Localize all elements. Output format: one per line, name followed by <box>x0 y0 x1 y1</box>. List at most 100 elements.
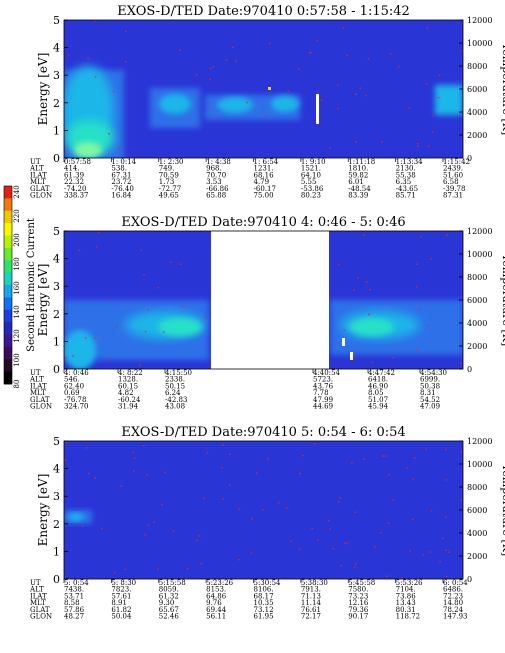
orbit-cell: 7913. <box>301 586 321 594</box>
speckle <box>144 330 147 333</box>
orbit-cell: 71.13 <box>301 592 321 600</box>
orbit-cell: 65.67 <box>159 606 179 614</box>
spectrogram-region <box>271 96 299 112</box>
speckle <box>398 65 400 68</box>
orbit-cell: 22.32 <box>64 178 84 186</box>
speckle <box>446 234 448 236</box>
speckle <box>392 499 394 501</box>
orbit-cell: 85.71 <box>396 192 416 200</box>
speckle <box>352 355 355 357</box>
y-tick-label: 3 <box>53 490 60 503</box>
speckle <box>337 107 339 110</box>
orbit-cell: 60.15 <box>118 382 138 390</box>
speckle <box>235 60 237 63</box>
speckle <box>68 54 70 56</box>
orbit-cell: 6418. <box>368 376 388 384</box>
speckle <box>342 27 344 29</box>
y-axis-label: Energy [eV] <box>36 264 50 337</box>
spectrogram-region <box>217 97 253 113</box>
speckle <box>329 528 331 530</box>
speckle <box>416 263 418 265</box>
speckle <box>222 444 224 446</box>
speckle <box>164 471 166 474</box>
speckle <box>302 454 304 457</box>
speckle <box>346 54 348 57</box>
speckle <box>139 364 141 367</box>
spectrogram-region <box>68 513 84 521</box>
orbit-cell: 65.88 <box>206 192 226 200</box>
speckle <box>238 559 240 561</box>
orbit-cell: 4: 0:46 <box>64 369 89 377</box>
y2-tick-label: 10000 <box>467 39 492 48</box>
orbit-cell: 13.43 <box>396 599 416 607</box>
colorbar-tick-label: 120 <box>13 329 21 342</box>
speckle <box>209 78 211 80</box>
speckle <box>147 524 150 526</box>
y-tick-label: 0 <box>53 573 60 586</box>
speckle <box>88 472 90 475</box>
orbit-cell: 538. <box>111 165 127 173</box>
orbit-cell: 7104. <box>396 586 416 594</box>
orbit-cell: 16.84 <box>111 192 132 200</box>
speckle <box>417 145 419 147</box>
speckle <box>108 133 110 135</box>
speckle <box>108 357 110 360</box>
orbit-cell: -39.78 <box>443 185 465 193</box>
speckle <box>422 554 424 556</box>
y2-tick-label: 12000 <box>467 227 492 236</box>
speckle <box>180 263 182 265</box>
y2-tick-label: 0 <box>467 575 472 584</box>
orbit-cell: 1810. <box>348 165 368 173</box>
noise-speckles <box>65 232 462 369</box>
orbit-cell: -60.17 <box>254 185 276 193</box>
orbit-cell: 73.23 <box>348 592 368 600</box>
colorbar-segment <box>4 235 12 249</box>
colorbar-segment <box>4 210 12 224</box>
orbit-cell: 72.17 <box>301 613 321 621</box>
y2-axis-label: Temperature [K] <box>500 254 505 346</box>
orbit-row-label: MLT <box>30 178 46 186</box>
orbit-cell: 43.08 <box>165 403 185 411</box>
chart-panel-1: EXOS-D/TED Date:970410 0:57:58 - 1:15:42… <box>29 4 505 200</box>
speckle <box>336 84 339 86</box>
y2-tick-label: 4000 <box>467 319 487 328</box>
orbit-cell: 14.80 <box>443 599 463 607</box>
orbit-cell: 8.05 <box>368 389 384 397</box>
orbit-cell: 546. <box>64 376 80 384</box>
orbit-cell: 8.58 <box>64 599 80 607</box>
y-tick-label: 1 <box>53 545 60 558</box>
y2-tick-label: 6000 <box>467 296 487 305</box>
speckle <box>427 145 430 147</box>
speckle <box>365 94 367 97</box>
y-tick-label: 1 <box>53 335 60 348</box>
speckle <box>204 316 206 319</box>
y2-axis-label: Temperature [K] <box>500 43 505 135</box>
speckle <box>285 507 288 509</box>
speckle <box>439 561 441 563</box>
orbit-cell: 7.78 <box>313 389 329 397</box>
speckle <box>386 575 388 577</box>
orbit-cell: 43.76 <box>313 382 334 390</box>
colorbar-tick-label: 200 <box>13 233 21 246</box>
speckle <box>346 542 348 545</box>
spectrogram-image <box>64 66 463 158</box>
speckle <box>314 443 316 445</box>
orbit-cell: 80.31 <box>396 606 416 614</box>
speckle <box>196 93 199 95</box>
colorbar-segment <box>4 297 12 311</box>
speckle <box>429 551 431 553</box>
speckle <box>111 298 113 300</box>
y-tick-label: 4 <box>53 253 60 266</box>
speckle <box>120 485 122 487</box>
orbit-cell: 48.27 <box>64 613 84 621</box>
orbit-row-label: GLAT <box>30 606 50 614</box>
orbit-cell: -53.86 <box>301 185 324 193</box>
colorbar-segment <box>4 285 12 298</box>
speckle <box>355 93 357 95</box>
orbit-cell: 47.09 <box>420 403 440 411</box>
orbit-cell: 57.86 <box>64 606 85 614</box>
orbit-cell: -48.54 <box>348 185 371 193</box>
spectrogram-region <box>350 318 394 336</box>
orbit-cell: 1521. <box>301 165 321 173</box>
